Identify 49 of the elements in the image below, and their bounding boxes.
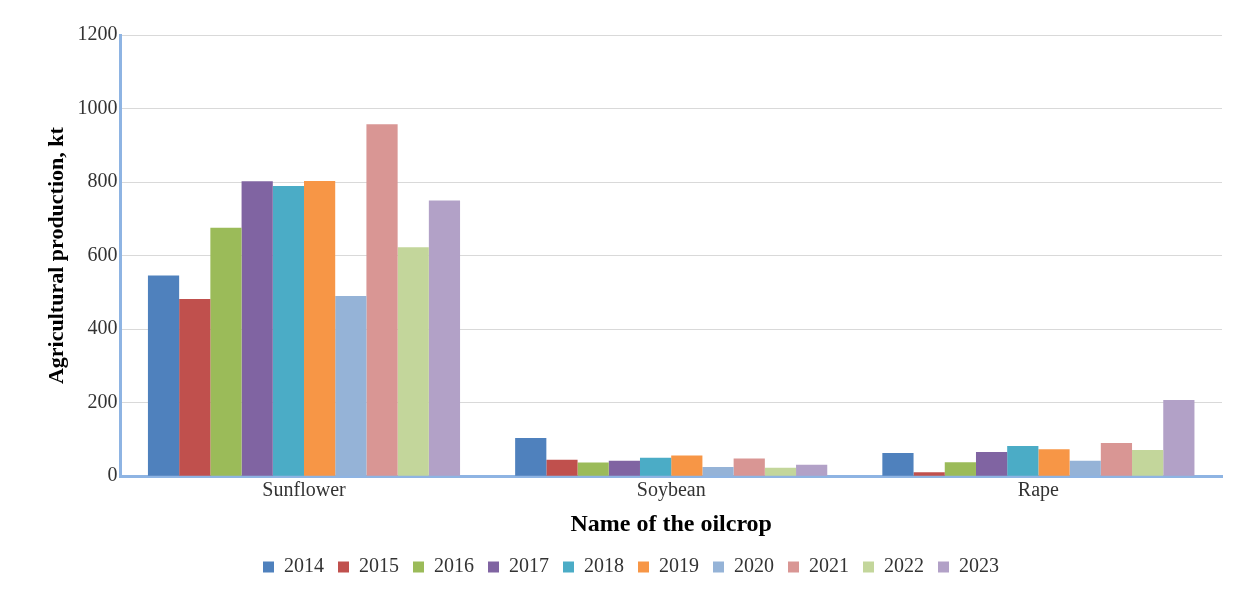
bar	[796, 464, 828, 476]
legend-label: 2016	[434, 554, 474, 577]
legend-label: 2021	[809, 554, 849, 577]
legend-label: 2019	[659, 554, 699, 577]
legend-label: 2020	[734, 554, 774, 577]
legend-label: 2018	[584, 554, 624, 577]
legend-label: 2014	[284, 554, 324, 577]
bar	[147, 275, 180, 476]
bar	[546, 459, 578, 476]
bar	[913, 472, 945, 476]
bar	[1132, 450, 1164, 476]
x-tick-label: Rape	[1017, 478, 1060, 502]
legend-label: 2015	[359, 554, 399, 577]
bar	[241, 181, 273, 476]
y-tick-label: 0	[107, 463, 118, 486]
bar	[1100, 443, 1133, 476]
bar	[1007, 446, 1039, 476]
y-tick-label: 200	[87, 389, 118, 412]
bar	[366, 124, 398, 476]
y-tick-label: 400	[87, 316, 118, 339]
bar	[608, 460, 640, 476]
x-axis-title: Name of the oilcrop	[570, 509, 772, 536]
bar	[733, 458, 765, 476]
bar	[1038, 449, 1070, 476]
bar	[882, 453, 914, 476]
x-tick-label: Soybean	[636, 478, 706, 502]
bar	[515, 437, 547, 476]
bar	[210, 227, 242, 476]
y-tick-label: 1200	[77, 22, 118, 45]
legend-label: 2023	[959, 554, 999, 577]
bar	[1163, 400, 1195, 476]
y-tick-label: 800	[87, 169, 118, 192]
y-tick-label: 600	[87, 242, 118, 265]
bar	[671, 455, 703, 476]
bar	[639, 457, 672, 476]
bar	[397, 247, 429, 476]
x-tick-label: Sunflower	[262, 478, 346, 501]
bar	[975, 451, 1008, 476]
bar	[428, 200, 461, 476]
bar	[577, 462, 609, 476]
bar	[764, 467, 797, 476]
legend-label: 2017	[509, 554, 549, 577]
y-tick-label: 1000	[77, 95, 118, 118]
y-axis-title: Agricultural production, kt	[42, 126, 68, 385]
bar	[272, 186, 304, 476]
bar	[179, 298, 211, 476]
legend-label: 2022	[884, 554, 924, 577]
bar	[944, 462, 976, 476]
bar	[304, 180, 336, 476]
